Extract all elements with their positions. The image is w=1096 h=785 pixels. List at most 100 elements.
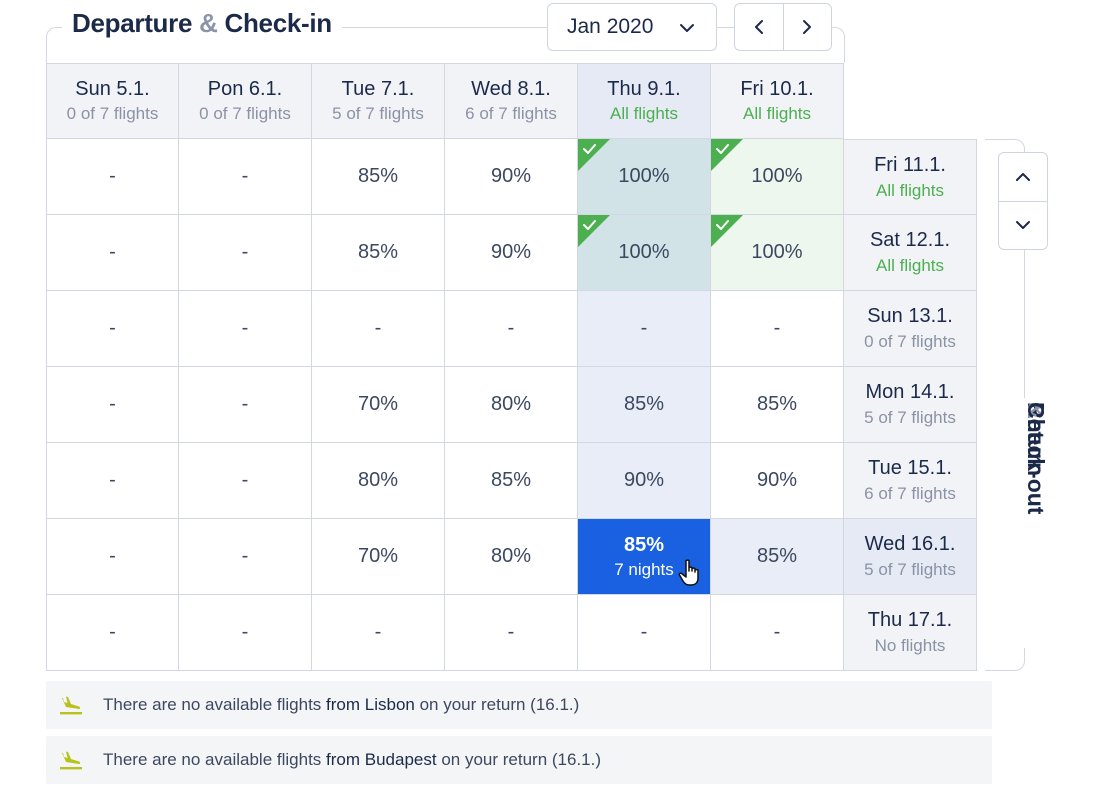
row-header[interactable]: Fri 11.1. All flights (844, 139, 977, 215)
grid-cell-best[interactable]: 100% (711, 139, 844, 215)
col-availability: All flights (742, 103, 812, 123)
grid-cell[interactable]: - (46, 443, 179, 519)
col-date: Fri 10.1. (740, 77, 814, 100)
notice-no-flights: There are no available flights from Lisb… (46, 681, 992, 729)
grid-cell[interactable]: - (179, 139, 312, 215)
prev-month-button[interactable] (735, 4, 783, 50)
col-date: Wed 8.1. (471, 77, 551, 100)
col-date: Pon 6.1. (207, 77, 283, 100)
grid-cell[interactable]: - (312, 595, 445, 671)
row-availability: 0 of 7 flights (864, 332, 956, 351)
grid-cell[interactable]: - (46, 595, 179, 671)
col-date: Tue 7.1. (341, 77, 415, 100)
grid-cell[interactable]: 90% (578, 443, 711, 519)
grid-cell[interactable]: - (179, 443, 312, 519)
grid-cell[interactable]: 70% (312, 367, 445, 443)
col-availability: 0 of 7 flights (199, 103, 291, 123)
grid-cell[interactable]: 80% (445, 367, 578, 443)
grid-cell-best[interactable]: 100% (711, 215, 844, 291)
col-header[interactable]: Sun 5.1. 0 of 7 flights (46, 63, 179, 139)
grid-cell[interactable]: - (46, 291, 179, 367)
col-header[interactable]: Tue 7.1. 5 of 7 flights (312, 63, 445, 139)
grid-cell[interactable]: - (46, 367, 179, 443)
grid-cell[interactable]: 85% (312, 139, 445, 215)
grid-cell[interactable]: 85% (578, 367, 711, 443)
row-header[interactable]: Tue 15.1. 6 of 7 flights (844, 443, 977, 519)
grid-cell-value: 100% (618, 165, 670, 187)
grid-cell[interactable]: - (46, 519, 179, 595)
grid-cell[interactable]: 80% (445, 519, 578, 595)
row-header[interactable]: Thu 17.1. No flights (844, 595, 977, 671)
chevron-left-icon (754, 20, 763, 34)
grid-cell[interactable]: 70% (312, 519, 445, 595)
grid-cell-value: 100% (751, 165, 803, 187)
grid-cell[interactable]: 85% (711, 367, 844, 443)
grid-cell[interactable]: - (46, 139, 179, 215)
grid-cell[interactable]: - (445, 595, 578, 671)
row-date: Wed 16.1. (864, 533, 956, 555)
row-availability: 6 of 7 flights (864, 484, 956, 503)
month-nav (734, 3, 832, 51)
check-corner-icon (711, 215, 743, 247)
row-header-selected[interactable]: Wed 16.1. 5 of 7 flights (844, 519, 977, 595)
grid-cell[interactable]: 80% (312, 443, 445, 519)
row-header[interactable]: Sat 12.1. All flights (844, 215, 977, 291)
grid-cell[interactable]: 85% (711, 519, 844, 595)
row-date: Tue 15.1. (868, 457, 952, 479)
grid-cell[interactable]: - (711, 291, 844, 367)
month-select[interactable]: Jan 2020 (547, 3, 717, 51)
col-availability: All flights (609, 103, 679, 123)
chevron-up-icon (1016, 172, 1030, 181)
check-corner-icon (578, 215, 610, 247)
hand-cursor-icon (678, 559, 699, 586)
grid-cell[interactable]: 90% (711, 443, 844, 519)
grid-cell[interactable]: 90% (445, 139, 578, 215)
grid-cell[interactable]: - (179, 367, 312, 443)
row-header[interactable]: Mon 14.1. 5 of 7 flights (844, 367, 977, 443)
departure-frame (46, 27, 845, 67)
scroll-up-button[interactable] (999, 153, 1047, 201)
grid-cell-best[interactable]: 100% (578, 215, 711, 291)
grid-cell[interactable]: - (578, 291, 711, 367)
return-title: Return & Check-out (1002, 398, 1049, 648)
col-header[interactable]: Wed 8.1. 6 of 7 flights (445, 63, 578, 139)
chevron-down-icon (1016, 221, 1030, 230)
row-date: Thu 17.1. (867, 609, 953, 631)
next-month-button[interactable] (782, 4, 832, 50)
grid-cell[interactable]: - (46, 215, 179, 291)
col-header[interactable]: Fri 10.1. All flights (711, 63, 844, 139)
grid-cell[interactable]: - (312, 291, 445, 367)
grid-cell-best[interactable]: 100% (578, 139, 711, 215)
grid-cell[interactable]: - (711, 595, 844, 671)
col-availability: 5 of 7 flights (332, 103, 424, 123)
notice-no-flights: There are no available flights from Buda… (46, 736, 992, 784)
grid-cell[interactable]: 85% (445, 443, 578, 519)
check-corner-icon (578, 139, 610, 171)
grid-cell[interactable]: - (445, 291, 578, 367)
col-date: Thu 9.1. (607, 77, 681, 100)
row-date: Mon 14.1. (865, 381, 955, 403)
selected-nights: 7 nights (614, 559, 674, 579)
col-header[interactable]: Pon 6.1. 0 of 7 flights (179, 63, 312, 139)
row-availability: All flights (875, 180, 945, 200)
row-availability: 5 of 7 flights (864, 408, 956, 427)
scroll-down-button[interactable] (999, 200, 1047, 250)
grid-cell[interactable]: - (578, 595, 711, 671)
col-header-selected[interactable]: Thu 9.1. All flights (578, 63, 711, 139)
grid-cell[interactable]: 90% (445, 215, 578, 291)
grid-cell[interactable]: - (179, 215, 312, 291)
month-select-value: Jan 2020 (567, 15, 654, 38)
grid-cell[interactable]: - (179, 519, 312, 595)
col-availability: 6 of 7 flights (465, 103, 557, 123)
chevron-right-icon (803, 20, 812, 34)
selected-price: 85% (623, 533, 665, 556)
grid-cell[interactable]: 85% (312, 215, 445, 291)
grid-cell[interactable]: - (179, 595, 312, 671)
grid-cell[interactable]: - (179, 291, 312, 367)
return-nav (998, 152, 1048, 250)
departure-title: Departure & Check-in (62, 8, 342, 39)
corner-spacer (844, 63, 977, 139)
row-header[interactable]: Sun 13.1. 0 of 7 flights (844, 291, 977, 367)
row-availability: All flights (875, 256, 945, 275)
plane-landing-icon (60, 751, 82, 770)
